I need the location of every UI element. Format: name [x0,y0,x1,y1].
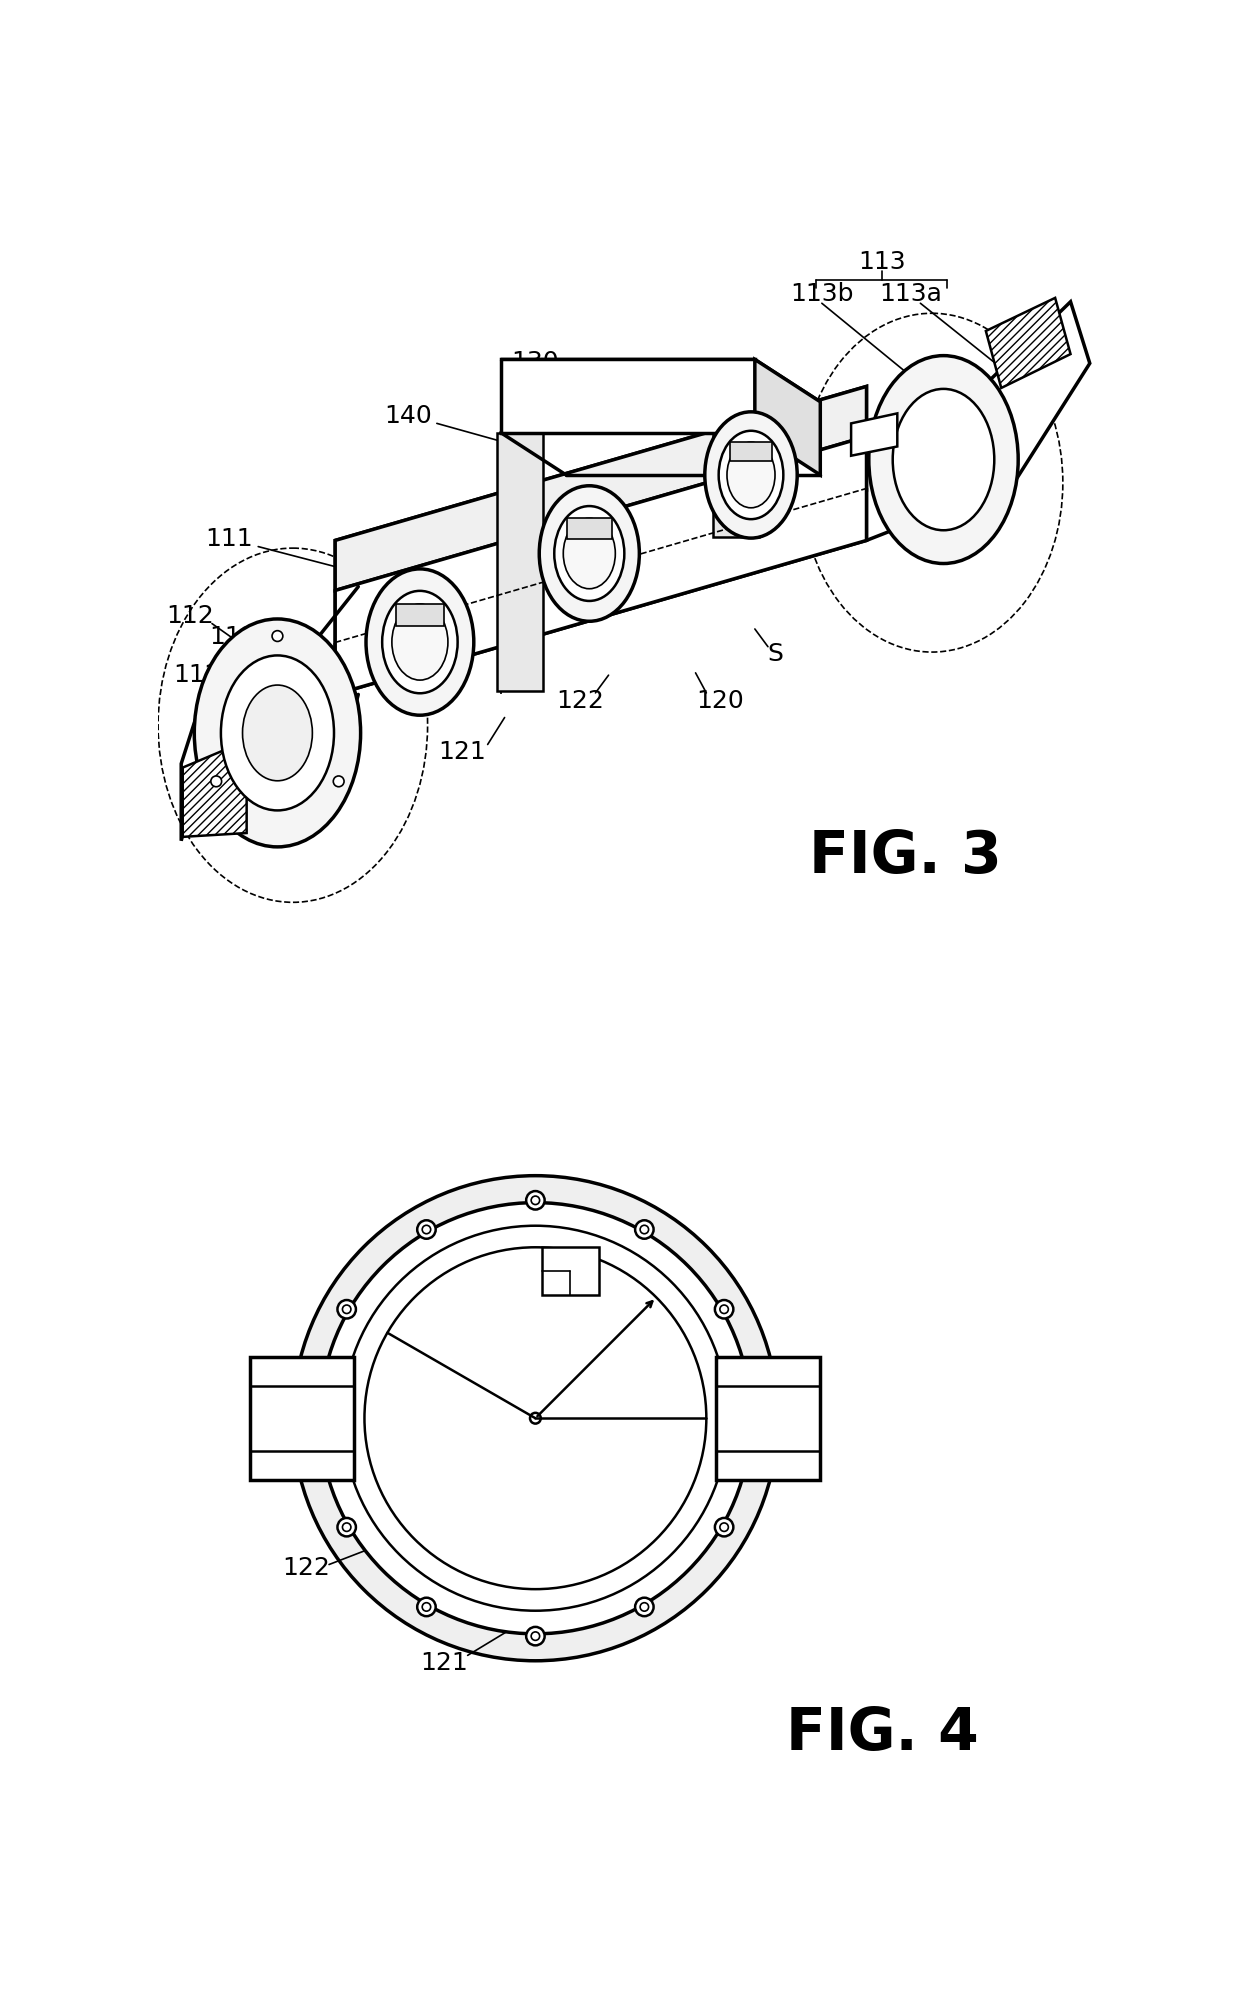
Polygon shape [182,740,247,836]
Ellipse shape [719,430,784,518]
Polygon shape [501,360,821,402]
Circle shape [635,1221,653,1239]
Text: 111: 111 [205,526,253,550]
Polygon shape [542,1247,599,1295]
Polygon shape [181,698,202,840]
Circle shape [422,1225,430,1235]
Polygon shape [335,436,867,694]
Polygon shape [335,386,867,590]
Text: 112a: 112a [172,662,236,686]
Circle shape [422,1603,430,1611]
Text: 121: 121 [439,740,486,764]
Circle shape [342,1305,351,1313]
Polygon shape [717,1357,821,1481]
Text: 122: 122 [556,688,604,712]
Polygon shape [250,1357,355,1481]
Circle shape [343,1227,728,1611]
Text: 112b: 112b [210,626,273,650]
Text: 112: 112 [166,604,215,628]
Circle shape [720,1523,728,1531]
Ellipse shape [554,506,624,600]
Circle shape [342,1523,351,1531]
Ellipse shape [727,442,775,508]
Polygon shape [755,360,821,474]
Circle shape [715,1519,733,1537]
Text: 130: 130 [512,350,559,374]
Ellipse shape [392,604,448,680]
Ellipse shape [195,618,361,846]
Circle shape [314,1415,321,1423]
Polygon shape [988,302,1090,512]
Text: R1, R2: R1, R2 [403,1309,486,1331]
Polygon shape [501,360,755,432]
Text: 121: 121 [420,1651,469,1675]
Circle shape [529,1413,541,1423]
Circle shape [337,1519,356,1537]
Circle shape [337,1301,356,1319]
Polygon shape [851,414,898,456]
Ellipse shape [893,388,994,530]
Polygon shape [730,442,771,460]
Polygon shape [335,490,867,694]
Text: 120: 120 [697,688,744,712]
Ellipse shape [563,518,615,588]
Text: R1: R1 [758,446,791,470]
Circle shape [309,1409,326,1427]
Circle shape [640,1603,649,1611]
Circle shape [320,1203,751,1635]
Circle shape [365,1247,707,1589]
Text: FIG. 4: FIG. 4 [785,1705,978,1763]
Circle shape [417,1597,435,1617]
Ellipse shape [539,486,640,620]
Ellipse shape [869,356,1018,564]
Circle shape [640,1225,649,1235]
Text: 113b: 113b [790,282,853,306]
Polygon shape [497,432,543,690]
Ellipse shape [366,568,474,714]
Circle shape [272,630,283,642]
Text: S: S [768,642,784,666]
Ellipse shape [243,684,312,780]
Polygon shape [335,386,867,644]
Ellipse shape [382,590,458,692]
Polygon shape [713,432,759,536]
Polygon shape [986,298,1070,388]
Circle shape [293,1177,777,1661]
Circle shape [744,1409,763,1427]
Circle shape [531,1197,539,1205]
Circle shape [334,776,343,786]
Circle shape [417,1221,435,1239]
Circle shape [720,1305,728,1313]
Circle shape [749,1415,758,1423]
Text: 122: 122 [281,1557,330,1581]
Text: FIG. 3: FIG. 3 [808,828,1002,884]
Polygon shape [567,518,611,538]
Circle shape [526,1191,544,1209]
Ellipse shape [221,656,334,810]
Text: 113a: 113a [879,282,942,306]
Polygon shape [396,604,444,626]
Text: 113: 113 [858,250,905,274]
Circle shape [531,1633,539,1641]
Text: 140: 140 [384,404,433,428]
Circle shape [211,776,222,786]
Circle shape [635,1597,653,1617]
Circle shape [715,1301,733,1319]
Circle shape [526,1627,544,1645]
Ellipse shape [704,412,797,538]
